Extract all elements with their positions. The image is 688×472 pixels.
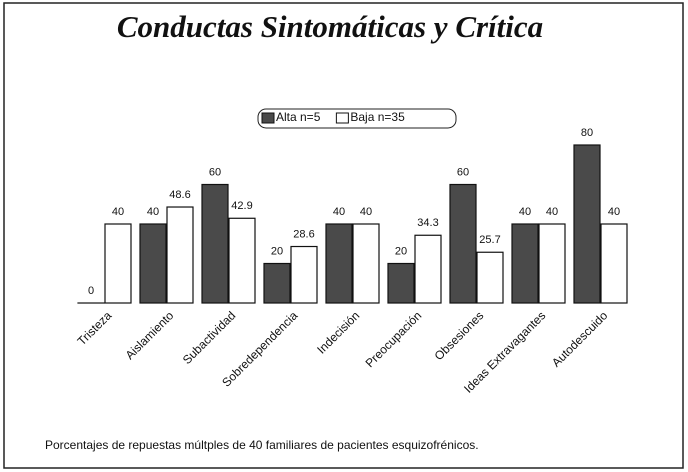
- value-label: 48.6: [169, 189, 190, 201]
- value-label: 40: [360, 206, 372, 218]
- value-label: 34.3: [417, 217, 438, 229]
- value-label: 80: [581, 127, 593, 139]
- value-label: 60: [209, 166, 221, 178]
- note: Porcentajes de repuestas múltples de 40 …: [45, 438, 479, 452]
- bar: [263, 262, 291, 304]
- chart-title: Conductas Sintomáticas y Crítica: [117, 9, 543, 44]
- value-label: 20: [271, 245, 283, 257]
- bar: [573, 144, 601, 304]
- value-label: 60: [457, 166, 469, 178]
- legend-swatch: [261, 112, 275, 124]
- legend-label: Baja n=35: [350, 110, 405, 124]
- value-label: 0: [88, 285, 94, 297]
- legend-swatch: [335, 112, 349, 124]
- bar: [166, 206, 194, 304]
- bar: [511, 223, 539, 304]
- bar: [538, 223, 566, 304]
- value-label: 40: [333, 206, 345, 218]
- value-label: 40: [112, 206, 124, 218]
- bar: [414, 234, 442, 304]
- value-label: 25.7: [479, 234, 500, 246]
- value-label: 40: [608, 206, 620, 218]
- value-label: 20: [395, 245, 407, 257]
- value-label: 40: [546, 206, 558, 218]
- value-label: 40: [147, 206, 159, 218]
- value-label: 42.9: [231, 200, 252, 212]
- bar: [290, 245, 318, 304]
- bar: [201, 183, 229, 304]
- bar: [387, 262, 415, 304]
- bar: [600, 223, 628, 304]
- bar: [352, 223, 380, 304]
- legend-label: Alta n=5: [276, 110, 321, 124]
- bar: [139, 223, 167, 304]
- bar: [325, 223, 353, 304]
- bar: [104, 223, 132, 304]
- value-label: 28.6: [293, 228, 314, 240]
- bar: [228, 217, 256, 304]
- bar: [476, 251, 504, 304]
- bar: [449, 183, 477, 304]
- value-label: 40: [519, 206, 531, 218]
- legend-box: [257, 108, 457, 129]
